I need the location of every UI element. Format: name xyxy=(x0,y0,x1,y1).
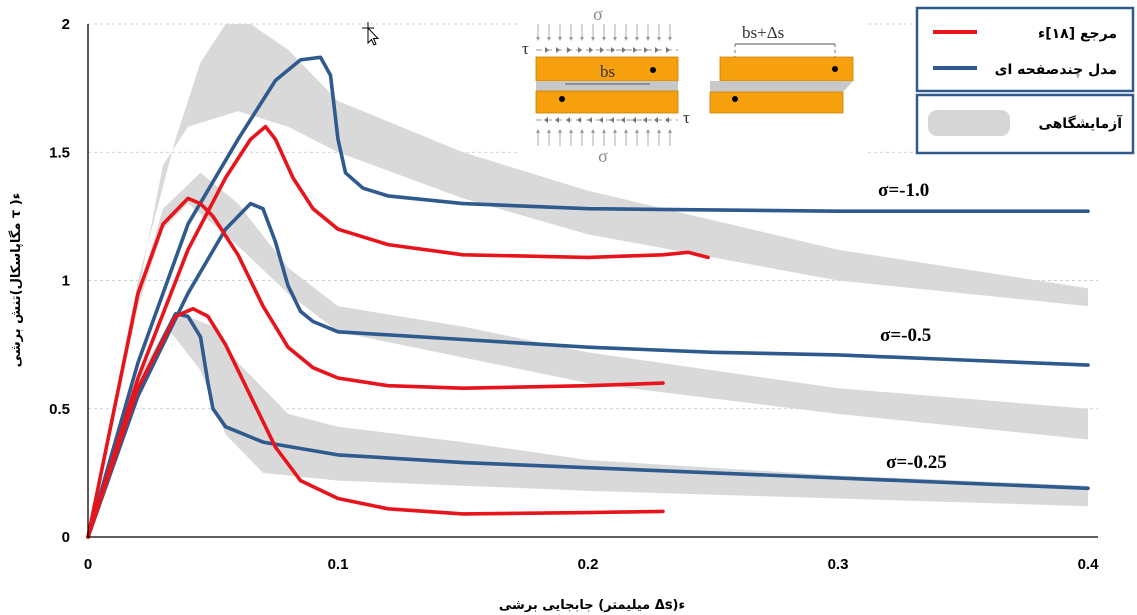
y-tick-label: 0 xyxy=(62,529,70,546)
inset-load-arrows-bottom xyxy=(536,129,672,146)
inset-tau-right: τ xyxy=(683,108,690,127)
legend: مرجع [۱۸]ء مدل چندصفحه ای آزمایشگاهی xyxy=(915,6,1135,155)
experimental-band-0-5 xyxy=(88,172,1088,537)
inset-shear-arrows xyxy=(536,47,678,123)
inset-bsds-label: bs+Δs xyxy=(742,23,784,42)
inset-point-bottom xyxy=(559,96,565,102)
y-tick-label: 1.5 xyxy=(49,144,70,161)
legend-swatch-experimental xyxy=(928,110,1010,136)
inset-schematic: σ τ τ bs σ bs+Δs xyxy=(520,2,865,166)
annotation-sigma-05: σ=-0.5 xyxy=(880,325,931,346)
y-tick-label: 0.5 xyxy=(49,401,70,418)
axes xyxy=(87,24,1098,538)
y-tick-label: 1 xyxy=(62,273,70,290)
legend-box-lines xyxy=(915,6,1135,93)
reference-curve-0-5 xyxy=(86,196,665,539)
inset-shifted-point-top xyxy=(832,66,838,72)
inset-load-arrows-top xyxy=(536,24,672,41)
reference-curve-0-25 xyxy=(86,306,665,539)
model-curve-1-0 xyxy=(86,55,1090,539)
inset-bottom-block xyxy=(535,90,679,114)
inset-point-top xyxy=(650,67,656,73)
model-curve-0-5 xyxy=(86,201,1090,539)
experimental-band-0-25 xyxy=(88,311,1088,537)
mouse-cursor-icon xyxy=(362,22,380,46)
x-tick-label: 0.3 xyxy=(828,556,849,573)
y-axis-title: تنش برشی(مگاپاسکال τ )ء xyxy=(8,193,24,368)
x-tick-label: 0.1 xyxy=(328,556,349,573)
legend-label-reference: مرجع [۱۸]ء xyxy=(1038,26,1117,42)
reference-curve-1-0 xyxy=(86,124,710,539)
inset-sigma-top: σ xyxy=(593,4,603,24)
series-lines xyxy=(86,55,1090,539)
x-tick-label: 0 xyxy=(84,556,92,573)
legend-label-model: مدل چندصفحه ای xyxy=(995,62,1117,78)
x-tick-label: 0.4 xyxy=(1078,556,1100,573)
y-tick-label: 2 xyxy=(62,16,70,33)
inset-joint-layer xyxy=(536,81,678,91)
tick-labels: 0 0.5 1 1.5 2 0 0.1 0.2 0.3 0.4 xyxy=(49,16,1099,573)
x-axis-title: جابجایی برشی (میلیمتر Δs)ء xyxy=(499,598,685,613)
inset-shifted-point-bottom xyxy=(732,96,738,102)
experimental-bands xyxy=(88,24,1088,537)
annotation-sigma-1: σ=-1.0 xyxy=(878,180,929,201)
inset-shifted-bottom-block xyxy=(709,91,844,114)
inset-shifted-joint xyxy=(710,81,853,92)
legend-label-experimental: آزمایشگاهی xyxy=(1038,114,1123,132)
inset-tau-left: τ xyxy=(522,39,529,58)
x-tick-label: 0.2 xyxy=(578,556,599,573)
experimental-band-1-0 xyxy=(88,24,1088,537)
inset-bs-label: bs xyxy=(600,62,615,81)
annotation-sigma-025: σ=-0.25 xyxy=(886,452,947,473)
inset-sigma-bottom: σ xyxy=(598,146,608,166)
